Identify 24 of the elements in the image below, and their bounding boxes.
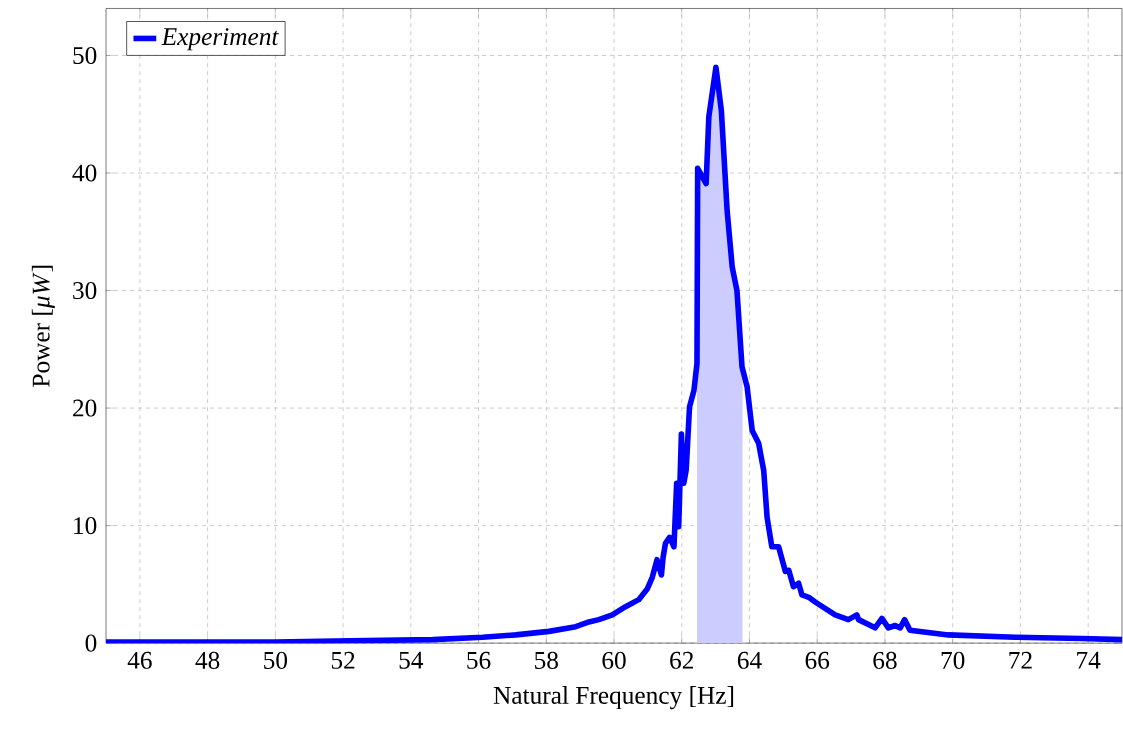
- y-tick-label: 50: [73, 46, 97, 65]
- x-tick-label: 60: [602, 651, 626, 669]
- x-tick-label: 46: [127, 651, 152, 669]
- x-tick-label: 48: [195, 651, 220, 669]
- y-tick-label: 40: [72, 164, 97, 182]
- x-tick-label: 50: [264, 651, 288, 669]
- x-tick-label: 70: [941, 651, 965, 669]
- x-tick-label: 68: [873, 651, 897, 669]
- x-tick-label: 72: [1009, 651, 1032, 669]
- x-tick-label: 56: [467, 651, 491, 669]
- legend-label: Experiment: [161, 28, 279, 51]
- x-tick-label: 52: [331, 651, 355, 669]
- x-axis-title: Natural Frequency [Hz]: [493, 686, 734, 710]
- y-tick-label: 20: [73, 399, 97, 417]
- y-axis-title: Power [μW]: [31, 265, 55, 387]
- x-tick-label: 66: [805, 651, 830, 669]
- x-tick-label: 54: [399, 651, 424, 669]
- y-tick-label: 10: [74, 517, 97, 535]
- y-tick-label: 30: [73, 282, 97, 300]
- x-tick-label: 64: [737, 651, 762, 669]
- x-tick-label: 62: [670, 651, 694, 669]
- x-tick-label: 74: [1077, 651, 1101, 669]
- x-tick-label: 58: [535, 651, 558, 669]
- y-tick-label: 0: [85, 634, 97, 652]
